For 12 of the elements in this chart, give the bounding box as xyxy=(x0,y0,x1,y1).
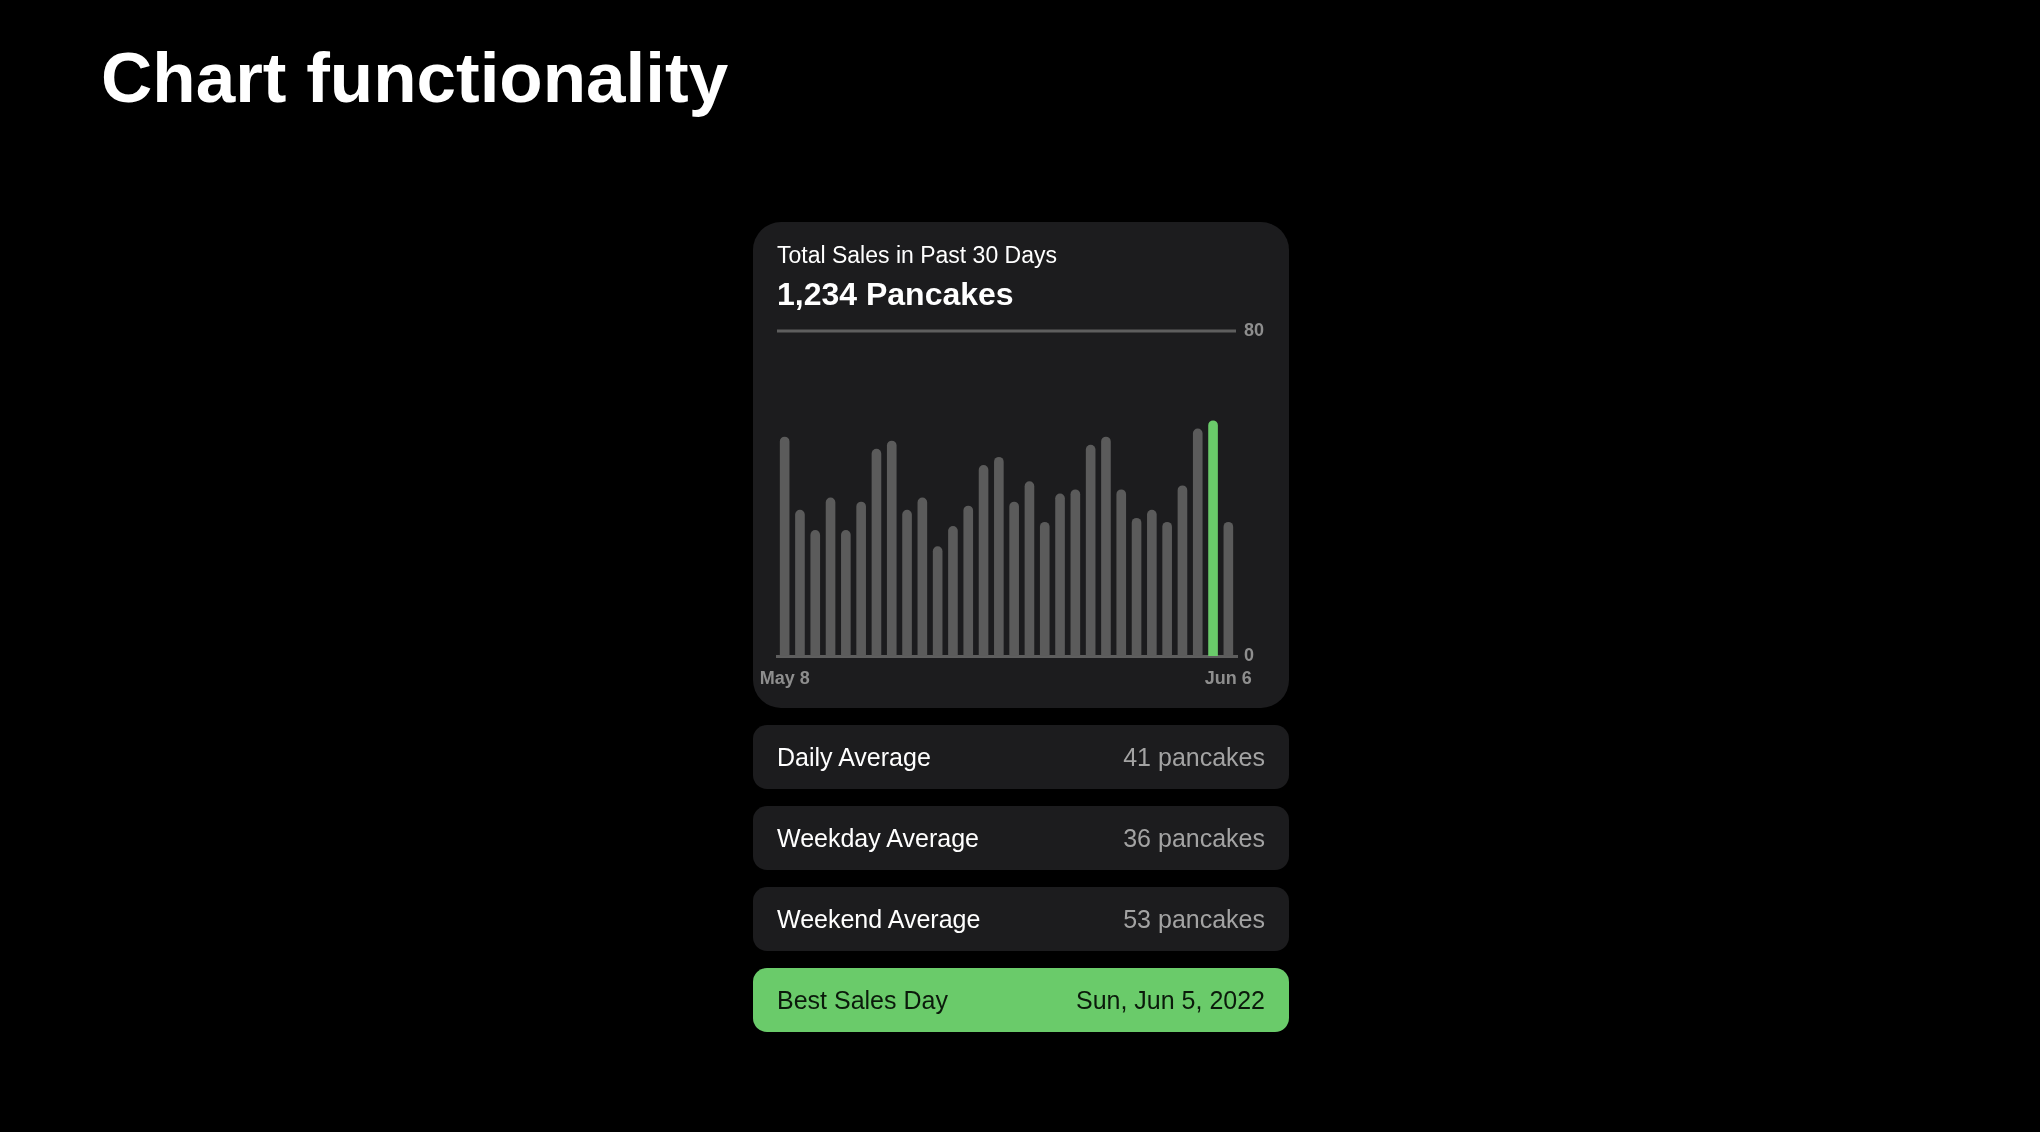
bar xyxy=(1208,420,1218,656)
text: Chart functionality xyxy=(101,38,729,118)
y-tick-label: 0 xyxy=(1244,644,1255,665)
stat-row: Weekend Average 53 pancakes xyxy=(753,887,1289,951)
y-tick-label: 80 xyxy=(1244,319,1265,340)
stat-row: Daily Average 41 pancakes xyxy=(753,725,1289,789)
stat-row: Best Sales Day Sun, Jun 5, 2022 xyxy=(753,968,1289,1032)
chart-subtitle: 1,234 Pancakes xyxy=(777,275,1014,313)
chart-title: Total Sales in Past 30 Days xyxy=(777,241,1057,270)
x-tick-label: May 8 xyxy=(759,667,810,688)
stat-row: Weekday Average 36 pancakes xyxy=(753,806,1289,870)
x-tick-label: Jun 6 xyxy=(1204,667,1252,688)
